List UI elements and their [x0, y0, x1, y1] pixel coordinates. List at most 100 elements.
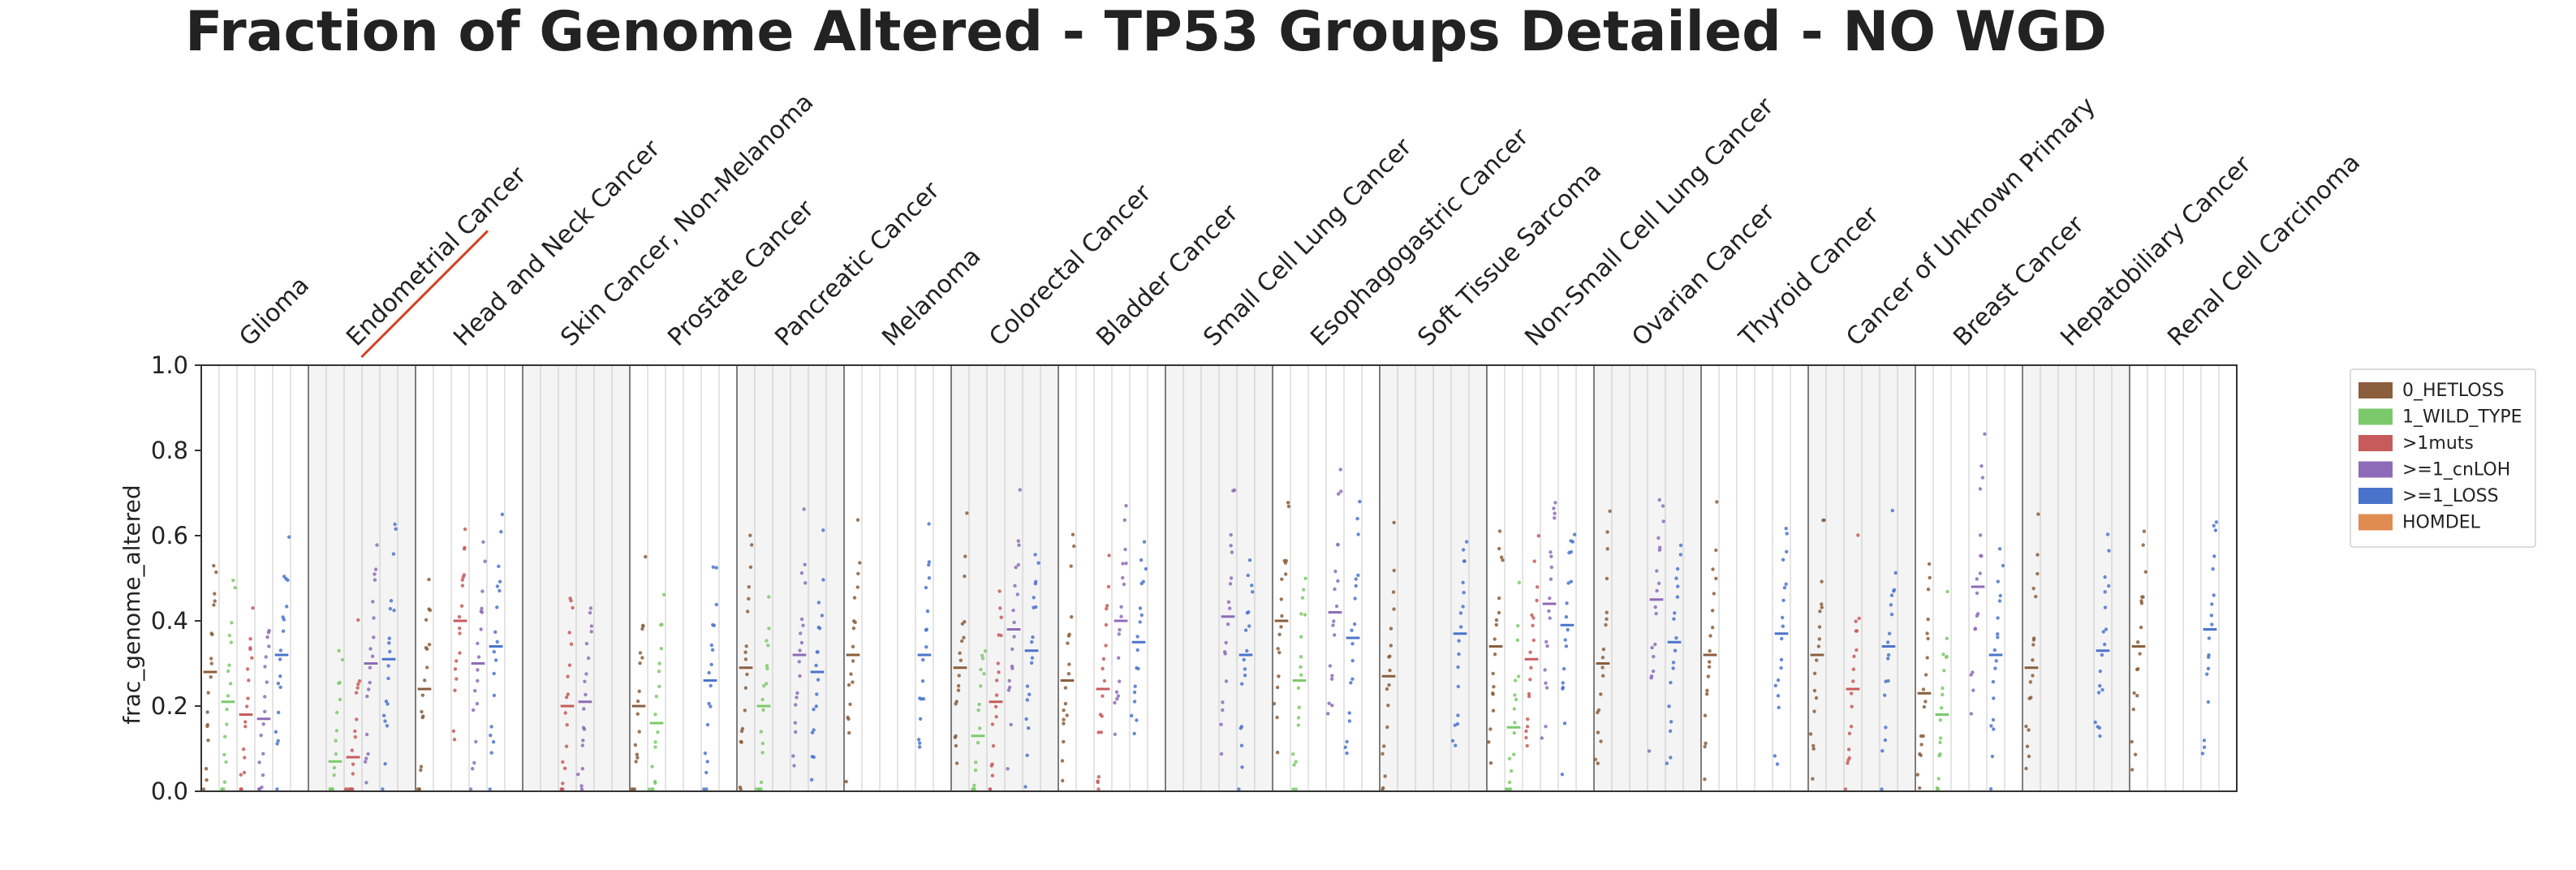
data-point — [213, 599, 217, 603]
data-point — [958, 651, 962, 655]
data-point — [918, 741, 922, 745]
data-point — [365, 694, 369, 699]
data-point — [475, 701, 480, 706]
data-point — [651, 787, 655, 791]
data-point — [1007, 685, 1012, 690]
data-point — [589, 630, 593, 634]
data-point — [1070, 532, 1075, 536]
data-point — [492, 649, 496, 654]
data-point — [1893, 571, 1898, 575]
category-label: Head and Neck Cancer — [448, 134, 666, 351]
data-point — [351, 787, 355, 791]
data-point — [644, 554, 648, 559]
data-point — [1564, 644, 1569, 648]
data-point — [212, 563, 216, 568]
data-point — [1601, 674, 1605, 678]
data-point — [261, 752, 265, 756]
data-point — [1350, 642, 1355, 646]
data-point — [265, 635, 269, 640]
data-point — [353, 729, 357, 734]
data-point — [209, 657, 213, 661]
data-point — [820, 614, 825, 618]
data-point — [226, 669, 230, 674]
data-point — [917, 745, 922, 749]
data-point — [481, 540, 485, 544]
data-point — [1785, 549, 1789, 553]
data-point — [357, 679, 362, 683]
data-point — [1561, 681, 1565, 685]
data-point — [996, 661, 1001, 665]
data-point — [711, 565, 715, 569]
data-point — [334, 752, 338, 756]
data-point — [852, 596, 857, 600]
data-point — [1107, 553, 1111, 558]
data-point — [1492, 685, 1496, 689]
data-point — [1661, 519, 1665, 523]
data-point — [858, 561, 862, 565]
data-point — [847, 730, 851, 735]
data-point — [1996, 635, 2000, 640]
data-point — [559, 787, 563, 791]
data-point — [1714, 548, 1718, 553]
data-point — [337, 648, 341, 652]
data-point — [1996, 632, 2000, 636]
data-point — [332, 773, 336, 777]
data-point — [962, 635, 966, 640]
data-point — [653, 781, 657, 786]
data-point — [799, 640, 804, 645]
data-point — [972, 787, 976, 791]
data-point — [916, 738, 921, 742]
data-point — [425, 665, 429, 670]
data-point — [963, 554, 967, 558]
data-point — [1330, 704, 1334, 708]
data-point — [263, 665, 267, 669]
data-point — [1820, 579, 1824, 584]
data-point — [1779, 665, 1783, 670]
data-point — [1544, 686, 1549, 690]
data-point — [1919, 753, 1923, 757]
data-point — [743, 657, 748, 661]
data-point — [1674, 635, 1678, 640]
data-point — [990, 722, 995, 726]
data-point — [1350, 628, 1354, 632]
data-point — [1104, 644, 1108, 648]
data-point — [463, 527, 467, 532]
data-point — [707, 670, 711, 675]
data-point — [1811, 777, 1815, 781]
data-point — [567, 631, 571, 635]
data-point — [1668, 729, 1673, 733]
data-point — [1138, 620, 1142, 624]
data-point — [2024, 724, 2028, 729]
data-point — [2031, 586, 2035, 591]
data-point — [1880, 787, 1884, 791]
data-point — [1998, 593, 2002, 598]
data-point — [267, 628, 271, 633]
data-point — [584, 641, 589, 646]
data-point — [637, 730, 641, 734]
data-point — [2098, 683, 2102, 688]
data-point — [1654, 611, 1658, 616]
data-point — [460, 578, 464, 582]
data-point — [284, 576, 288, 581]
y-tick-label: 0.4 — [151, 607, 188, 635]
data-point — [1781, 598, 1786, 602]
data-point — [1516, 674, 1521, 678]
data-point — [1992, 648, 1997, 652]
data-point — [1036, 561, 1040, 565]
data-point — [1124, 562, 1128, 566]
data-point — [1818, 609, 1822, 614]
data-point — [420, 709, 424, 714]
data-point — [1941, 686, 1945, 691]
data-point — [803, 562, 807, 566]
data-point — [1121, 562, 1125, 566]
data-point — [259, 733, 263, 738]
data-point — [226, 694, 230, 698]
plot-points — [201, 432, 2219, 791]
data-point — [1228, 582, 1233, 586]
data-point — [282, 618, 286, 622]
data-point — [427, 643, 432, 647]
data-point — [1781, 558, 1786, 562]
data-point — [579, 787, 584, 791]
data-point — [1553, 516, 1557, 520]
data-point — [958, 658, 963, 662]
